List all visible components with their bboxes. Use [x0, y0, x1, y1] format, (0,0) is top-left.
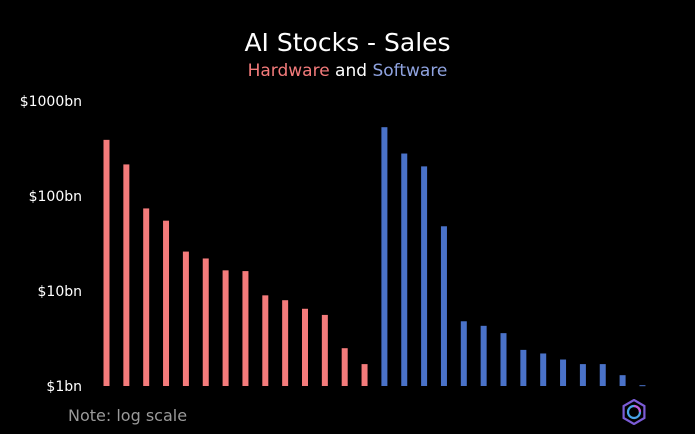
- software-bar: [579, 364, 586, 386]
- hardware-bar: [103, 139, 110, 386]
- hardware-bar: [341, 348, 348, 386]
- software-bar: [500, 333, 507, 386]
- software-bar: [520, 349, 527, 386]
- y-tick-label: $100bn: [29, 189, 82, 205]
- software-bar: [619, 375, 626, 386]
- y-tick-label: $10bn: [38, 284, 82, 300]
- software-bar: [639, 385, 646, 387]
- software-bar: [480, 325, 487, 386]
- software-bar: [401, 153, 408, 386]
- hardware-bar: [123, 164, 130, 386]
- software-bar: [599, 364, 606, 386]
- hardware-bar: [242, 271, 249, 386]
- y-tick-label: $1000bn: [20, 94, 82, 110]
- subtitle-software: Software: [372, 61, 448, 81]
- hardware-bar: [202, 258, 209, 386]
- hardware-bar: [163, 220, 170, 386]
- hardware-bar: [262, 295, 269, 386]
- chart-subtitle: Hardware and Software: [0, 61, 695, 81]
- hardware-bar: [182, 251, 189, 386]
- software-bar: [381, 127, 388, 387]
- subtitle-hardware: Hardware: [247, 61, 330, 81]
- hardware-bar: [222, 270, 229, 386]
- y-tick-label: $1bn: [46, 379, 82, 395]
- software-bar: [560, 359, 567, 386]
- hexagon-swirl-logo-icon: [622, 399, 646, 425]
- log-scale-note: Note: log scale: [68, 406, 188, 425]
- hardware-bar: [282, 300, 289, 386]
- software-bar: [421, 166, 428, 386]
- hardware-bar: [361, 364, 368, 386]
- chart-title: AI Stocks - Sales: [244, 28, 451, 57]
- software-bar: [540, 353, 547, 386]
- hardware-bar: [143, 208, 150, 386]
- software-bar: [460, 321, 467, 386]
- hardware-bar: [302, 308, 308, 386]
- software-bar: [440, 226, 447, 386]
- hardware-bar: [321, 314, 328, 386]
- subtitle-and: and: [329, 61, 373, 81]
